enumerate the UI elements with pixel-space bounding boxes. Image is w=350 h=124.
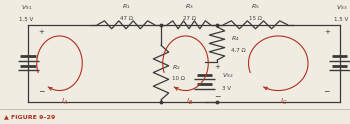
Text: $V_{S2}$: $V_{S2}$ xyxy=(222,71,234,80)
Text: −: − xyxy=(323,87,330,96)
Text: 27 Ω: 27 Ω xyxy=(183,16,195,21)
Text: $V_{S3}$: $V_{S3}$ xyxy=(336,3,347,12)
Text: +: + xyxy=(215,64,220,70)
Text: −: − xyxy=(38,87,44,96)
Text: −: − xyxy=(215,92,221,101)
Text: $I_B$: $I_B$ xyxy=(187,97,194,107)
Text: $R_3$: $R_3$ xyxy=(185,2,193,11)
Text: 1.5 V: 1.5 V xyxy=(334,17,348,22)
Text: +: + xyxy=(324,29,330,35)
Text: +: + xyxy=(38,29,44,35)
Text: $R_5$: $R_5$ xyxy=(251,2,260,11)
Text: 15 Ω: 15 Ω xyxy=(249,16,262,21)
Text: $R_4$: $R_4$ xyxy=(231,34,240,43)
Text: $I_C$: $I_C$ xyxy=(280,97,288,107)
Text: 3 V: 3 V xyxy=(222,86,231,91)
Text: 4.7 Ω: 4.7 Ω xyxy=(231,48,246,53)
Text: 1.5 V: 1.5 V xyxy=(19,17,33,22)
Text: $V_{S1}$: $V_{S1}$ xyxy=(21,3,32,12)
Text: ▲ FIGURE 9–29: ▲ FIGURE 9–29 xyxy=(4,114,55,119)
Text: $I_A$: $I_A$ xyxy=(61,97,68,107)
Text: $R_2$: $R_2$ xyxy=(172,63,180,72)
Text: 10 Ω: 10 Ω xyxy=(172,76,184,81)
Text: 47 Ω: 47 Ω xyxy=(120,16,132,21)
Text: $R_1$: $R_1$ xyxy=(122,2,130,11)
